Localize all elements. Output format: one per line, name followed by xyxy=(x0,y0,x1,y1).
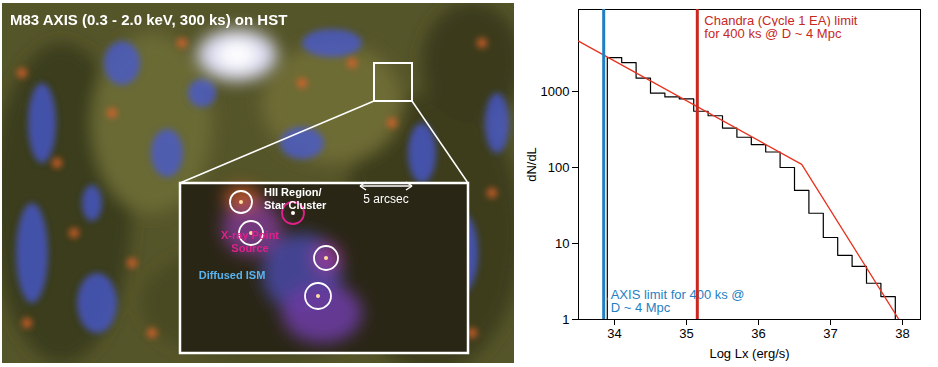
svg-text:dN/dL: dN/dL xyxy=(524,147,539,182)
svg-text:35: 35 xyxy=(679,326,693,341)
svg-text:1: 1 xyxy=(562,312,569,327)
svg-text:X-ray PointSource: X-ray PointSource xyxy=(221,229,279,254)
svg-text:M83 AXIS (0.3 - 2.0 keV, 300 k: M83 AXIS (0.3 - 2.0 keV, 300 ks) on HST xyxy=(10,11,287,28)
svg-text:34: 34 xyxy=(607,326,621,341)
svg-text:Diffused ISM: Diffused ISM xyxy=(199,269,266,281)
svg-text:100: 100 xyxy=(548,160,570,175)
svg-text:Log Lx (erg/s): Log Lx (erg/s) xyxy=(709,346,789,361)
svg-text:36: 36 xyxy=(751,326,765,341)
svg-text:Chandra (Cycle 1 EA) limitfor: Chandra (Cycle 1 EA) limitfor 400 ks @ D… xyxy=(704,13,858,41)
svg-text:38: 38 xyxy=(895,326,909,341)
svg-text:5 arcsec: 5 arcsec xyxy=(363,192,408,206)
svg-text:10: 10 xyxy=(555,236,569,251)
svg-text:37: 37 xyxy=(823,326,837,341)
svg-text:1000: 1000 xyxy=(541,84,570,99)
svg-text:AXIS limit for 400 ks @D ~ 4 M: AXIS limit for 400 ks @D ~ 4 Mpc xyxy=(611,287,745,315)
svg-text:HII Region/Star Cluster: HII Region/Star Cluster xyxy=(264,186,327,211)
